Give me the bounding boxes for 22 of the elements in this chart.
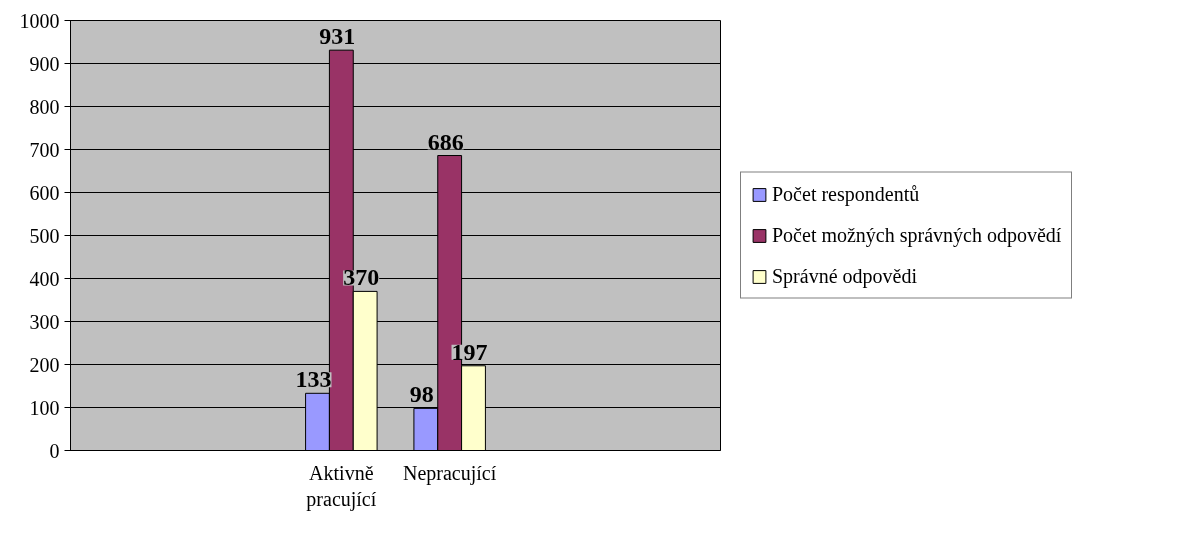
legend-label: Počet možných správných odpovědí — [772, 223, 1062, 247]
x-tick-label: Nepracující — [403, 461, 497, 485]
data-label: 686 — [427, 128, 464, 155]
y-tick-label: 200 — [29, 353, 60, 376]
data-label: 197 — [451, 338, 488, 365]
y-tick-label: 900 — [29, 52, 60, 75]
y-tick-label: 100 — [29, 396, 60, 419]
data-label: 133 — [295, 366, 332, 393]
y-tick-label: 1000 — [19, 9, 60, 32]
legend-label: Počet respondentů — [772, 182, 920, 206]
y-tick-label: 800 — [29, 95, 60, 118]
y-tick-label: 0 — [49, 439, 60, 462]
data-label: 931 — [319, 23, 356, 50]
y-tick-label: 500 — [29, 224, 60, 247]
data-label: 98 — [409, 381, 434, 408]
legend-label: Správné odpovědi — [772, 264, 917, 288]
y-tick-label: 400 — [29, 267, 60, 290]
y-tick-label: 700 — [29, 138, 60, 161]
y-tick-label: 600 — [29, 181, 60, 204]
x-tick-label: Aktivně pracující — [306, 461, 377, 511]
y-tick-label: 300 — [29, 310, 60, 333]
data-label: 370 — [343, 264, 380, 291]
